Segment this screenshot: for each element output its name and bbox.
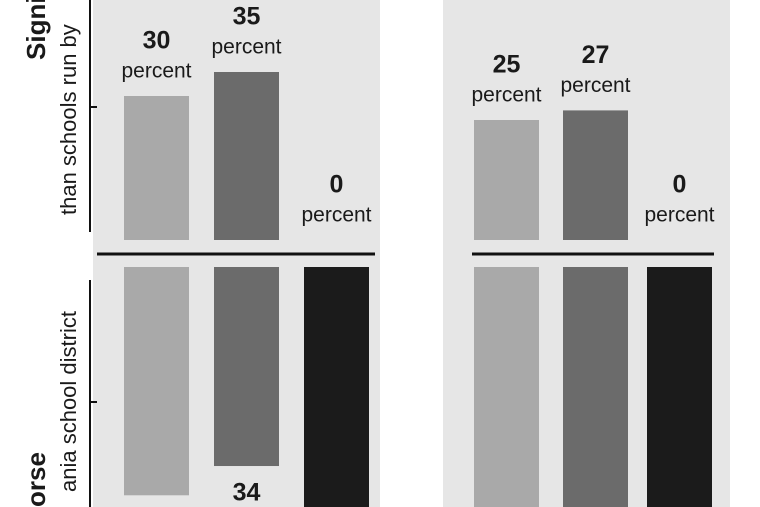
section-title: orse (21, 452, 51, 507)
section-subtitle: ania school district (56, 311, 81, 492)
value-label: 35 (233, 3, 261, 31)
bar (474, 120, 539, 240)
unit-label: percent (121, 60, 191, 83)
value-label: 34 (233, 479, 261, 507)
value-label: 30 (143, 27, 171, 55)
bar (214, 72, 279, 240)
unit-label: percent (211, 36, 281, 59)
value-label: 25 (493, 51, 521, 79)
bar (563, 267, 628, 507)
bar (124, 267, 189, 496)
bar (214, 267, 279, 467)
unit-label: percent (471, 84, 541, 107)
section-title: Signif (21, 0, 51, 60)
bar (563, 110, 628, 241)
value-label: 27 (582, 41, 610, 69)
value-label: 0 (673, 171, 687, 199)
unit-label: percent (301, 204, 371, 227)
bar (304, 267, 369, 507)
bar (124, 96, 189, 240)
unit-label: percent (560, 74, 630, 97)
value-label: 0 (330, 171, 344, 199)
bar (647, 267, 712, 507)
bar (474, 267, 539, 507)
section-subtitle: than schools run by (56, 24, 81, 215)
unit-label: percent (644, 204, 714, 227)
